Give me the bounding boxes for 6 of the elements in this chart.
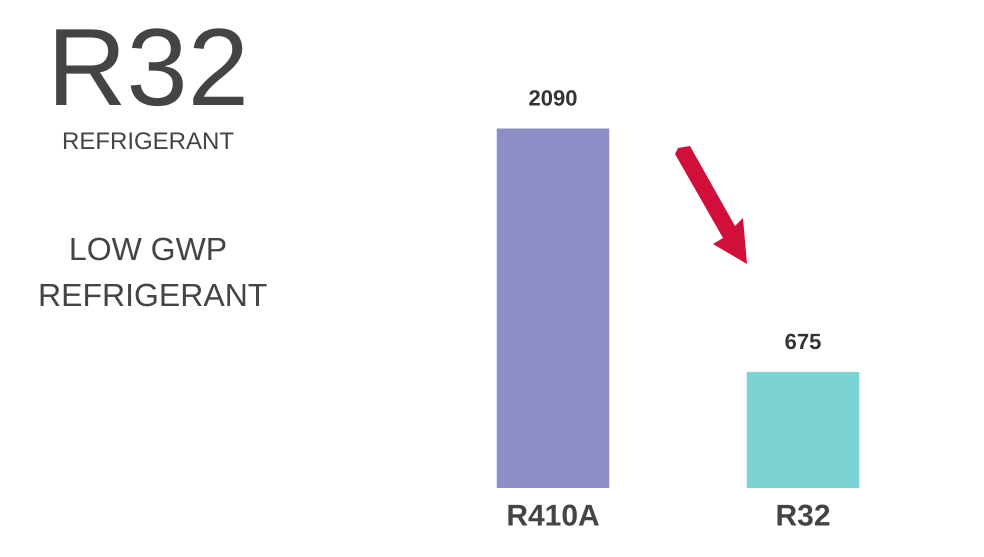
text: REFRIGERANT — [60, 128, 235, 156]
text: LOW GWP REFRIGERANT — [38, 230, 268, 315]
data-label: 2090 — [528, 86, 578, 111]
data-label: 675 — [784, 328, 822, 354]
chart-title: R32 — [46, 6, 250, 129]
x-tick-label: R410A — [506, 499, 600, 532]
